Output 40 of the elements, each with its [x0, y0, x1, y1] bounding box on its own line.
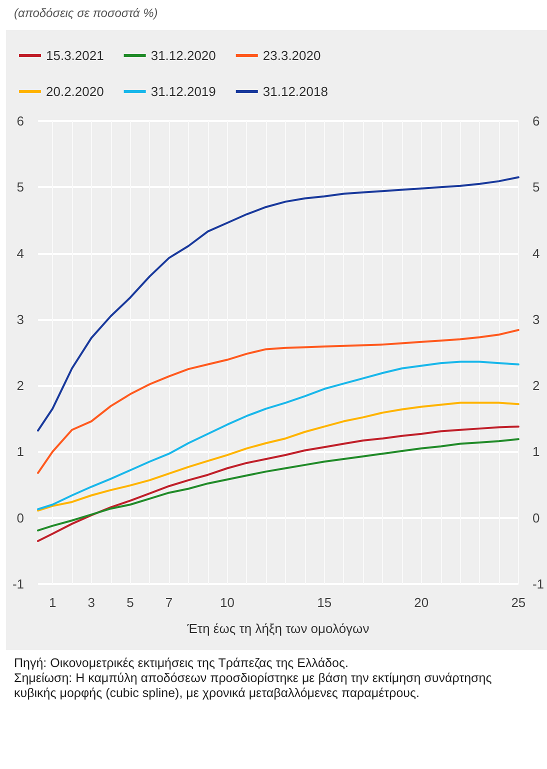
y2-tick-label: 4: [532, 246, 540, 261]
legend-label: 31.12.2020: [150, 48, 216, 63]
y2-tick-label: 3: [532, 312, 540, 327]
legend-label: 31.12.2019: [150, 84, 216, 99]
line-series: [37, 176, 520, 432]
x-tick-label: 7: [165, 595, 173, 610]
legend-label: 15.3.2021: [46, 48, 104, 63]
text: Πηγή: Οικονομετρικές εκτιμήσεις της Τράπεζας της Ελλάδος.: [14, 656, 350, 671]
line-series: [37, 360, 520, 510]
y-tick-label: 0: [16, 510, 24, 526]
y2-tick-label: 2: [532, 378, 540, 394]
y2-tick-label: 6: [532, 114, 540, 128]
y2-tick-label: -1: [532, 576, 544, 592]
x-tick-label: 25: [511, 595, 526, 610]
line-series: [37, 438, 520, 532]
x-tick-label: 15: [317, 595, 332, 610]
y-tick-label: 2: [16, 378, 24, 394]
x-tick-label: 1: [48, 595, 56, 610]
y2-tick-label: 1: [532, 444, 540, 460]
x-tick-label: 5: [126, 595, 134, 610]
y-tick-label: 1: [16, 444, 24, 460]
y2-tick-label: 0: [532, 510, 540, 526]
legend-label: 23.3.2020: [262, 48, 321, 63]
y-tick-label: 5: [16, 180, 24, 195]
line-series: [37, 402, 520, 512]
x-axis-title: Έτη έως τη λήξη των ομολόγων: [186, 621, 370, 636]
y2-tick-label: 5: [532, 180, 540, 195]
chart-subtitle: (αποδόσεις σε ποσοστά %): [14, 6, 158, 20]
y-tick-label: 4: [16, 246, 24, 261]
text: Σημείωση: Η καμπύλη αποδόσεων προσδιορίστηκε με βάση την εκτίμηση συνάρτησης κυβικής μορφής (cubic spline), με χρονικά μεταβαλλόμενες παραμέτρους.: [14, 671, 493, 701]
legend-label: 31.12.2018: [262, 84, 328, 99]
line-series: [37, 329, 520, 474]
x-tick-label: 10: [220, 595, 234, 610]
x-tick-label: 20: [414, 595, 429, 610]
y-tick-label: -1: [12, 576, 24, 592]
y-tick-label: 3: [16, 312, 24, 327]
legend-label: 20.2.2020: [46, 84, 104, 99]
x-tick-label: 3: [88, 595, 95, 610]
line-series: [37, 426, 520, 542]
y-tick-label: 6: [16, 114, 24, 128]
